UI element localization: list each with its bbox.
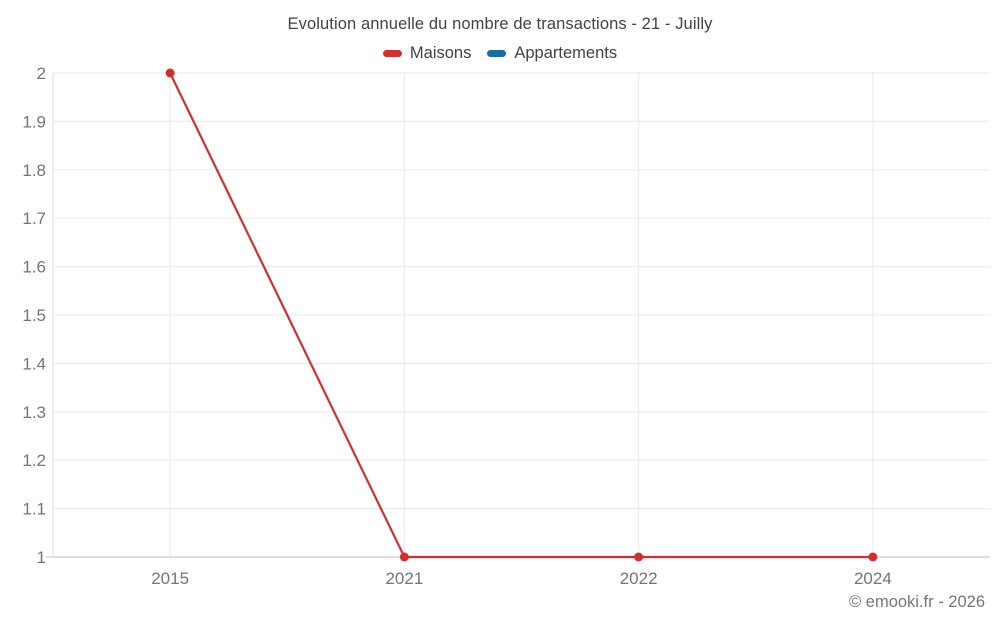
y-tick-label: 1.1 bbox=[22, 500, 46, 519]
y-tick-label: 1.5 bbox=[22, 306, 46, 325]
legend-label-appartements: Appartements bbox=[514, 44, 618, 62]
y-tick-label: 1.9 bbox=[22, 112, 46, 131]
data-point-maisons bbox=[399, 552, 409, 562]
legend-swatch-maisons-icon bbox=[382, 50, 402, 57]
x-tick-label: 2021 bbox=[385, 569, 423, 588]
data-point-maisons bbox=[165, 68, 175, 78]
legend-label-maisons: Maisons bbox=[409, 44, 472, 62]
y-tick-label: 1 bbox=[37, 548, 46, 567]
copyright-text: © emooki.fr - 2026 bbox=[849, 593, 985, 611]
x-tick-label: 2015 bbox=[151, 569, 189, 588]
legend-swatch-appartements-icon bbox=[487, 50, 507, 57]
y-tick-label: 1.3 bbox=[22, 403, 46, 422]
chart-legend: Maisons Appartements bbox=[0, 44, 1000, 63]
series-line-maisons bbox=[169, 71, 875, 559]
y-tick-label: 1.6 bbox=[22, 258, 46, 277]
y-tick-label: 1.4 bbox=[22, 354, 46, 373]
x-tick-label: 2024 bbox=[854, 569, 892, 588]
chart-title: Evolution annuelle du nombre de transact… bbox=[287, 15, 713, 33]
x-tick-label: 2022 bbox=[620, 569, 658, 588]
y-tick-label: 1.2 bbox=[22, 451, 46, 470]
data-point-maisons bbox=[634, 552, 644, 562]
legend-item-maisons[interactable]: Maisons bbox=[382, 44, 472, 63]
y-tick-label: 1.7 bbox=[22, 209, 46, 228]
y-tick-label: 1.8 bbox=[22, 161, 46, 180]
data-point-maisons bbox=[868, 552, 878, 562]
y-tick-label: 2 bbox=[37, 64, 46, 83]
legend-item-appartements[interactable]: Appartements bbox=[487, 44, 617, 63]
